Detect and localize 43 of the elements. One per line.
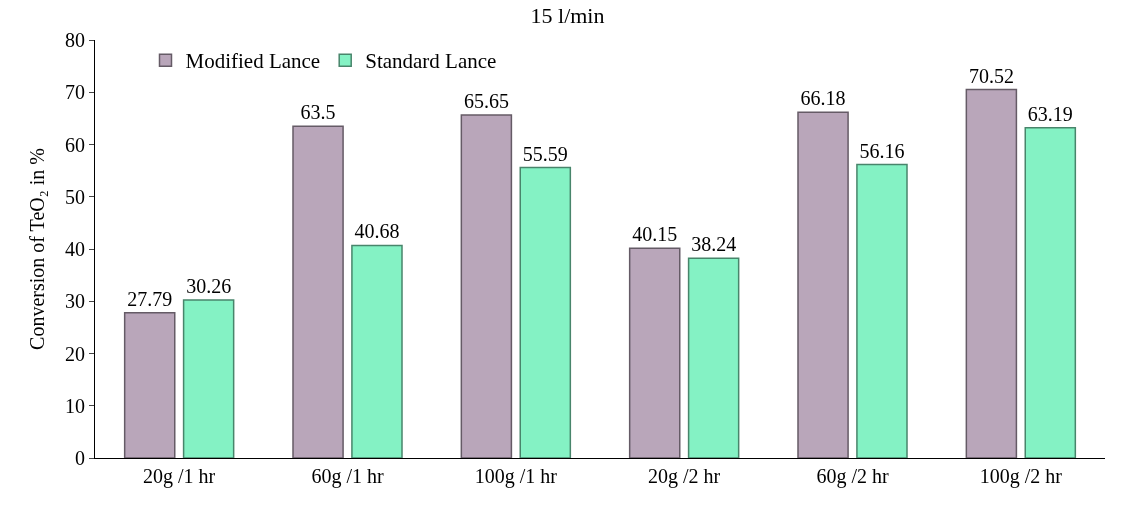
y-tick-label: 40 bbox=[65, 238, 85, 260]
bar bbox=[292, 125, 344, 458]
y-tick-label: 70 bbox=[65, 81, 85, 104]
y-tick-label: 60 bbox=[65, 133, 85, 156]
y-tick-label: 80 bbox=[65, 29, 85, 51]
data-label: 56.16 bbox=[859, 139, 905, 162]
bar bbox=[182, 299, 235, 458]
bar bbox=[797, 111, 849, 458]
x-tick-label: 20g /1 hr bbox=[143, 465, 216, 488]
data-label: 63.5 bbox=[300, 101, 336, 124]
data-label: 40.68 bbox=[354, 220, 400, 243]
bar bbox=[351, 244, 403, 458]
bar bbox=[856, 163, 908, 458]
data-label: 63.19 bbox=[1027, 102, 1073, 125]
bar bbox=[123, 312, 176, 458]
bar bbox=[1024, 127, 1077, 458]
data-label: 38.24 bbox=[691, 233, 737, 256]
y-tick-label: 30 bbox=[65, 290, 85, 313]
y-tick-label: 20 bbox=[65, 342, 85, 365]
x-tick-label: 100g /2 hr bbox=[979, 465, 1063, 488]
legend-label: Standard Lance bbox=[365, 49, 497, 74]
x-tick-label: 60g /1 hr bbox=[311, 465, 384, 488]
data-label: 27.79 bbox=[127, 287, 173, 310]
x-tick-label: 20g /2 hr bbox=[648, 465, 721, 488]
data-label: 30.26 bbox=[186, 274, 232, 297]
y-tick-label: 0 bbox=[75, 447, 85, 469]
data-label: 65.65 bbox=[463, 89, 509, 112]
x-tick-label: 60g /2 hr bbox=[816, 465, 889, 488]
bar bbox=[628, 247, 681, 458]
bar bbox=[687, 257, 740, 458]
chart-title: 15 l/min bbox=[530, 3, 605, 29]
legend-label: Modified Lance bbox=[185, 49, 321, 74]
data-label: 55.59 bbox=[522, 142, 568, 165]
bar bbox=[460, 114, 513, 458]
bar bbox=[519, 166, 572, 458]
y-tick-label: 50 bbox=[65, 185, 85, 208]
x-tick-label: 100g /1 hr bbox=[474, 465, 558, 488]
y-axis-title: Conversion of TeO₂ in % bbox=[25, 148, 48, 350]
data-label: 70.52 bbox=[968, 64, 1014, 87]
bar bbox=[965, 88, 1018, 458]
y-tick-label: 10 bbox=[65, 394, 85, 417]
data-label: 66.18 bbox=[800, 87, 846, 110]
data-label: 40.15 bbox=[632, 223, 678, 246]
